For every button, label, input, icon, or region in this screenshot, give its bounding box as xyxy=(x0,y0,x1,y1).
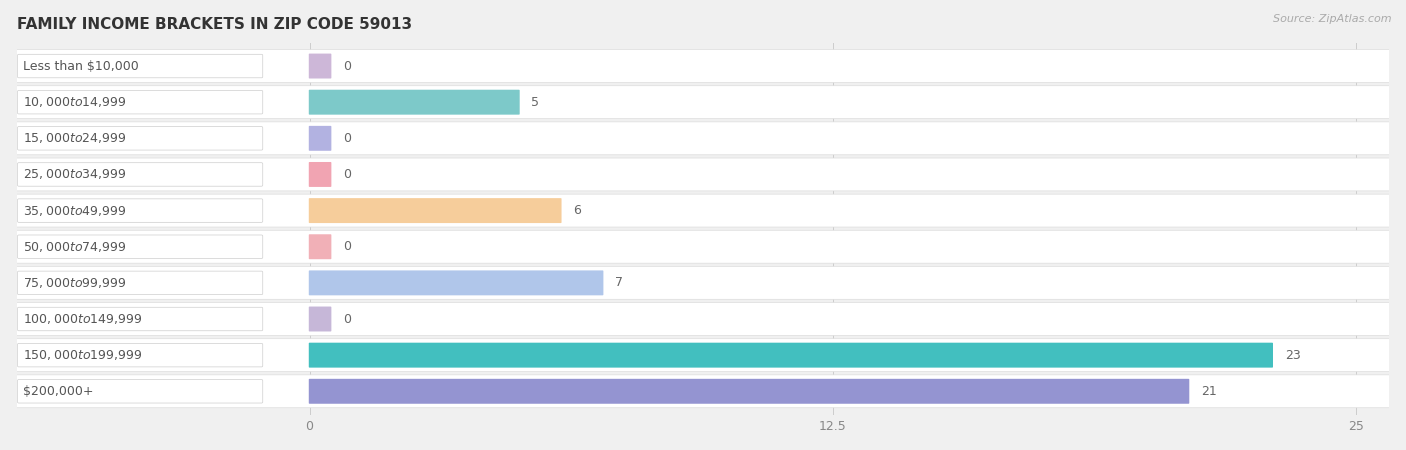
FancyBboxPatch shape xyxy=(309,234,332,259)
FancyBboxPatch shape xyxy=(309,270,603,295)
FancyBboxPatch shape xyxy=(17,163,263,186)
FancyBboxPatch shape xyxy=(17,343,263,367)
Text: 0: 0 xyxy=(343,240,352,253)
FancyBboxPatch shape xyxy=(6,339,1392,372)
Text: $15,000 to $24,999: $15,000 to $24,999 xyxy=(22,131,127,145)
FancyBboxPatch shape xyxy=(17,271,263,295)
FancyBboxPatch shape xyxy=(6,230,1392,263)
FancyBboxPatch shape xyxy=(309,162,332,187)
Text: $150,000 to $199,999: $150,000 to $199,999 xyxy=(22,348,142,362)
FancyBboxPatch shape xyxy=(17,235,263,258)
Text: 6: 6 xyxy=(574,204,581,217)
FancyBboxPatch shape xyxy=(6,375,1392,408)
Text: $50,000 to $74,999: $50,000 to $74,999 xyxy=(22,240,127,254)
Text: $10,000 to $14,999: $10,000 to $14,999 xyxy=(22,95,127,109)
FancyBboxPatch shape xyxy=(6,266,1392,299)
FancyBboxPatch shape xyxy=(309,198,561,223)
Text: $200,000+: $200,000+ xyxy=(22,385,93,398)
FancyBboxPatch shape xyxy=(309,343,1272,368)
FancyBboxPatch shape xyxy=(17,199,263,222)
Text: Less than $10,000: Less than $10,000 xyxy=(22,59,139,72)
Text: 21: 21 xyxy=(1201,385,1216,398)
Text: 0: 0 xyxy=(343,59,352,72)
Text: $25,000 to $34,999: $25,000 to $34,999 xyxy=(22,167,127,181)
Text: 0: 0 xyxy=(343,168,352,181)
Text: $35,000 to $49,999: $35,000 to $49,999 xyxy=(22,203,127,218)
Text: $75,000 to $99,999: $75,000 to $99,999 xyxy=(22,276,127,290)
FancyBboxPatch shape xyxy=(17,379,263,403)
Text: FAMILY INCOME BRACKETS IN ZIP CODE 59013: FAMILY INCOME BRACKETS IN ZIP CODE 59013 xyxy=(17,17,412,32)
FancyBboxPatch shape xyxy=(309,90,520,115)
FancyBboxPatch shape xyxy=(6,194,1392,227)
Text: 5: 5 xyxy=(531,96,540,109)
Text: 23: 23 xyxy=(1285,349,1301,362)
FancyBboxPatch shape xyxy=(6,158,1392,191)
FancyBboxPatch shape xyxy=(309,306,332,332)
FancyBboxPatch shape xyxy=(17,307,263,331)
FancyBboxPatch shape xyxy=(309,54,332,78)
FancyBboxPatch shape xyxy=(6,86,1392,119)
FancyBboxPatch shape xyxy=(6,302,1392,335)
Text: Source: ZipAtlas.com: Source: ZipAtlas.com xyxy=(1274,14,1392,23)
FancyBboxPatch shape xyxy=(17,54,263,78)
FancyBboxPatch shape xyxy=(309,126,332,151)
FancyBboxPatch shape xyxy=(309,379,1189,404)
Text: 0: 0 xyxy=(343,312,352,325)
Text: 7: 7 xyxy=(614,276,623,289)
Text: $100,000 to $149,999: $100,000 to $149,999 xyxy=(22,312,142,326)
FancyBboxPatch shape xyxy=(6,122,1392,155)
FancyBboxPatch shape xyxy=(6,50,1392,82)
Text: 0: 0 xyxy=(343,132,352,145)
FancyBboxPatch shape xyxy=(17,126,263,150)
FancyBboxPatch shape xyxy=(17,90,263,114)
